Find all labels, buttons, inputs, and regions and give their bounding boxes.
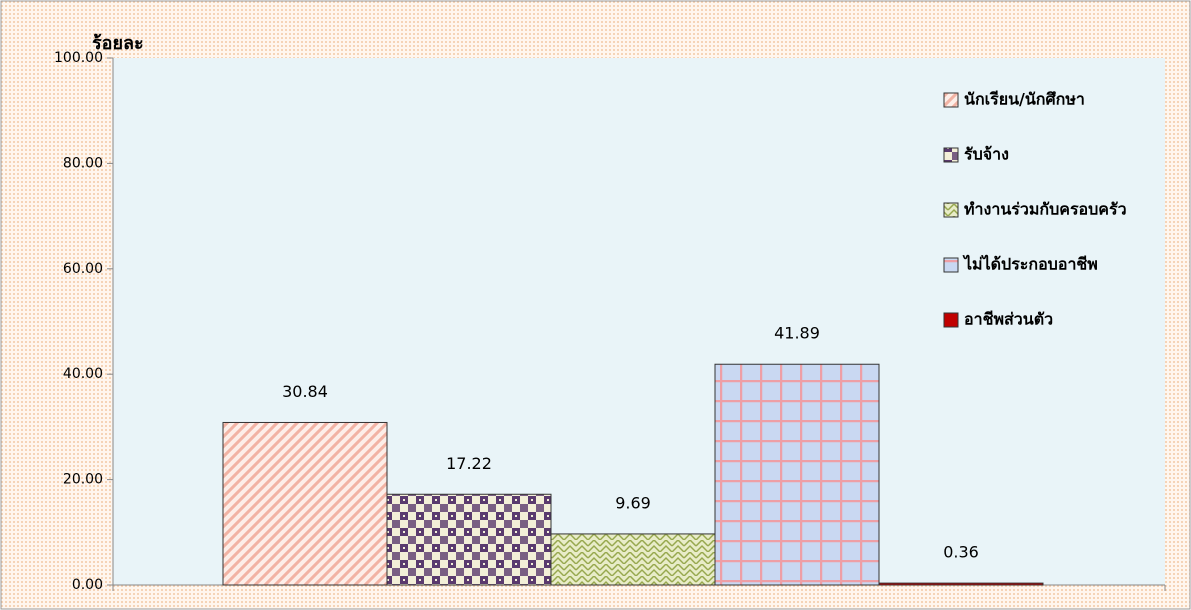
data-label: 9.69 [615,493,651,512]
legend-label: ไม่ได้ประกอบอาชีพ [962,255,1098,274]
legend-swatch [943,202,959,218]
bar [222,421,388,586]
data-label: 17.22 [446,454,492,473]
legend-label: ทำงานร่วมกับครอบครัว [964,200,1127,219]
legend-swatch [943,312,959,328]
y-axis-title: ร้อยละ [92,33,144,54]
y-tick-label: 0.00 [72,577,103,593]
legend-label: อาชีพส่วนตัว [964,310,1053,329]
y-tick-label: 60.00 [63,261,103,277]
legend-label: นักเรียน/นักศึกษา [964,90,1085,109]
bar [878,582,1044,586]
data-label: 0.36 [943,543,979,562]
legend-swatch [943,147,959,163]
y-tick-label: 20.00 [63,472,103,488]
y-tick-label: 40.00 [63,366,103,382]
bar [550,533,716,586]
bar [386,493,552,586]
data-label: 30.84 [282,382,328,401]
bar [714,363,880,586]
y-tick-label: 80.00 [63,155,103,171]
legend-swatch [943,257,959,273]
legend-label: รับจ้าง [964,145,1009,164]
y-tick-label: 100.00 [54,50,103,66]
data-label: 41.89 [774,324,820,343]
legend-swatch [943,92,959,108]
